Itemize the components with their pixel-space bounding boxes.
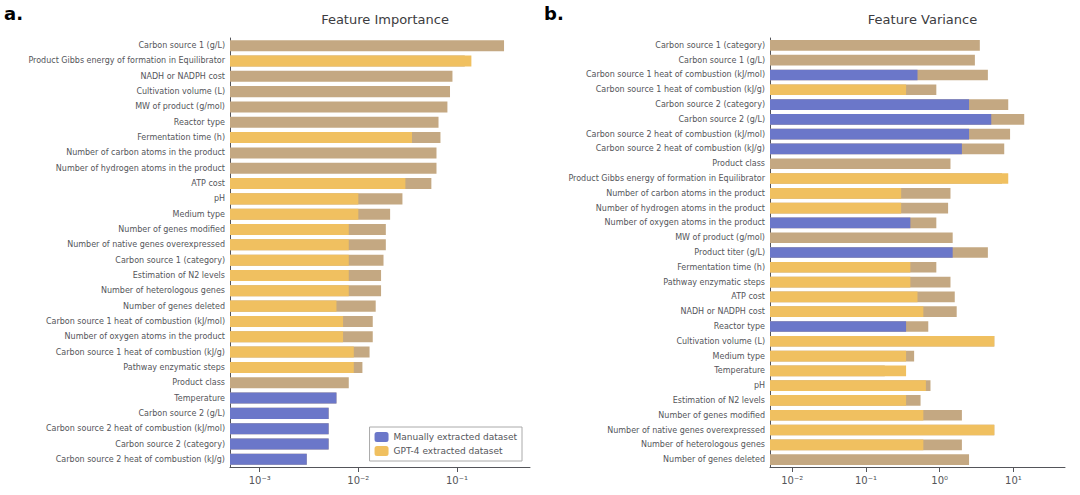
svg-text:Number of genes deleted: Number of genes deleted — [663, 455, 765, 464]
svg-text:Manually extracted dataset: Manually extracted dataset — [394, 432, 518, 442]
svg-text:b.: b. — [544, 3, 564, 24]
svg-text:Medium type: Medium type — [713, 352, 765, 361]
svg-text:Number of carbon atoms in the: Number of carbon atoms in the product — [606, 189, 765, 198]
svg-text:Product Gibbs energy of format: Product Gibbs energy of formation in Equ… — [568, 174, 765, 183]
svg-text:Medium type: Medium type — [173, 210, 225, 219]
svg-text:Fermentation time (h): Fermentation time (h) — [677, 263, 765, 272]
svg-text:Carbon source 2 heat of combus: Carbon source 2 heat of combustion (kJ/m… — [46, 424, 225, 433]
svg-text:MW of product (g/mol): MW of product (g/mol) — [675, 233, 765, 242]
svg-text:ATP cost: ATP cost — [731, 292, 765, 301]
svg-text:10⁻²: 10⁻² — [781, 475, 803, 486]
svg-text:NADH or NADPH cost: NADH or NADPH cost — [681, 307, 766, 316]
svg-text:Carbon source 2 (category): Carbon source 2 (category) — [115, 440, 225, 449]
svg-text:Number of carbon atoms in the: Number of carbon atoms in the product — [66, 148, 225, 157]
svg-text:MW of product (g/mol): MW of product (g/mol) — [135, 102, 225, 111]
svg-text:Number of heterologous genes: Number of heterologous genes — [641, 440, 765, 449]
svg-text:Number of native genes overexp: Number of native genes overexpressed — [67, 240, 225, 249]
svg-text:Product Gibbs energy of format: Product Gibbs energy of formation in Equ… — [28, 56, 225, 65]
svg-text:Number of genes modified: Number of genes modified — [118, 225, 225, 234]
svg-text:Carbon source 1 heat of combus: Carbon source 1 heat of combustion (kJ/m… — [586, 70, 765, 79]
svg-text:Carbon source 2 heat of combus: Carbon source 2 heat of combustion (kJ/g… — [56, 455, 225, 464]
svg-text:Carbon source 1 (g/L): Carbon source 1 (g/L) — [678, 56, 765, 65]
svg-text:Pathway enzymatic steps: Pathway enzymatic steps — [663, 278, 765, 287]
svg-text:Number of oxygen atoms in the: Number of oxygen atoms in the product — [605, 218, 765, 227]
svg-text:10⁻³: 10⁻³ — [249, 475, 271, 486]
svg-text:Carbon source 1 heat of combus: Carbon source 1 heat of combustion (kJ/g… — [56, 348, 225, 357]
svg-text:Number of genes modified: Number of genes modified — [658, 411, 765, 420]
svg-text:Carbon source 2 heat of combus: Carbon source 2 heat of combustion (kJ/g… — [596, 144, 765, 153]
svg-text:Number of hydrogen atoms in th: Number of hydrogen atoms in the product — [596, 204, 765, 213]
svg-text:Reactor type: Reactor type — [714, 322, 765, 331]
svg-text:Cultivation volume (L): Cultivation volume (L) — [136, 87, 225, 96]
svg-text:a.: a. — [4, 3, 23, 24]
svg-text:10¹: 10¹ — [1005, 475, 1022, 486]
svg-text:Product titer (g/L): Product titer (g/L) — [694, 248, 765, 257]
svg-text:10⁰: 10⁰ — [931, 475, 948, 486]
svg-text:Carbon source 2 heat of combus: Carbon source 2 heat of combustion (kJ/m… — [586, 130, 765, 139]
svg-text:Temperature: Temperature — [173, 394, 225, 403]
svg-text:Fermentation time (h): Fermentation time (h) — [137, 133, 225, 142]
svg-text:Carbon source 1 (category): Carbon source 1 (category) — [115, 256, 225, 265]
svg-text:Estimation of N2 levels: Estimation of N2 levels — [673, 396, 765, 405]
svg-text:Number of oxygen atoms in the: Number of oxygen atoms in the product — [65, 332, 225, 341]
svg-text:Feature Variance: Feature Variance — [868, 12, 977, 27]
svg-text:Carbon source 1 (g/L): Carbon source 1 (g/L) — [138, 41, 225, 50]
svg-text:Number of native genes overexp: Number of native genes overexpressed — [607, 426, 765, 435]
svg-text:Pathway enzymatic steps: Pathway enzymatic steps — [123, 363, 225, 372]
svg-text:Carbon source 1 heat of combus: Carbon source 1 heat of combustion (kJ/g… — [596, 85, 765, 94]
svg-text:10⁻²: 10⁻² — [347, 475, 369, 486]
svg-text:Product class: Product class — [712, 159, 765, 168]
svg-text:ATP cost: ATP cost — [191, 179, 225, 188]
svg-text:GPT-4 extracted dataset: GPT-4 extracted dataset — [394, 446, 503, 456]
svg-text:Number of genes deleted: Number of genes deleted — [123, 302, 225, 311]
svg-text:Carbon source 1 heat of combus: Carbon source 1 heat of combustion (kJ/m… — [46, 317, 225, 326]
svg-text:10⁻¹: 10⁻¹ — [446, 475, 468, 486]
svg-text:10⁻¹: 10⁻¹ — [855, 475, 877, 486]
svg-text:Estimation of N2 levels: Estimation of N2 levels — [133, 271, 225, 280]
svg-text:Carbon source 2 (g/L): Carbon source 2 (g/L) — [678, 115, 765, 124]
svg-text:Cultivation volume (L): Cultivation volume (L) — [676, 337, 765, 346]
svg-text:Carbon source 2 (g/L): Carbon source 2 (g/L) — [138, 409, 225, 418]
svg-text:pH: pH — [214, 194, 225, 203]
svg-text:Number of heterologous genes: Number of heterologous genes — [101, 286, 225, 295]
svg-text:Reactor type: Reactor type — [174, 118, 225, 127]
svg-text:NADH or NADPH cost: NADH or NADPH cost — [141, 72, 226, 81]
svg-text:Product class: Product class — [172, 378, 225, 387]
svg-text:pH: pH — [754, 381, 765, 390]
svg-text:Feature Importance: Feature Importance — [321, 12, 449, 27]
svg-text:Temperature: Temperature — [713, 366, 765, 375]
svg-text:Number of hydrogen atoms in th: Number of hydrogen atoms in the product — [56, 164, 225, 173]
svg-text:Carbon source 2 (category): Carbon source 2 (category) — [655, 100, 765, 109]
svg-text:Carbon source 1 (category): Carbon source 1 (category) — [655, 41, 765, 50]
